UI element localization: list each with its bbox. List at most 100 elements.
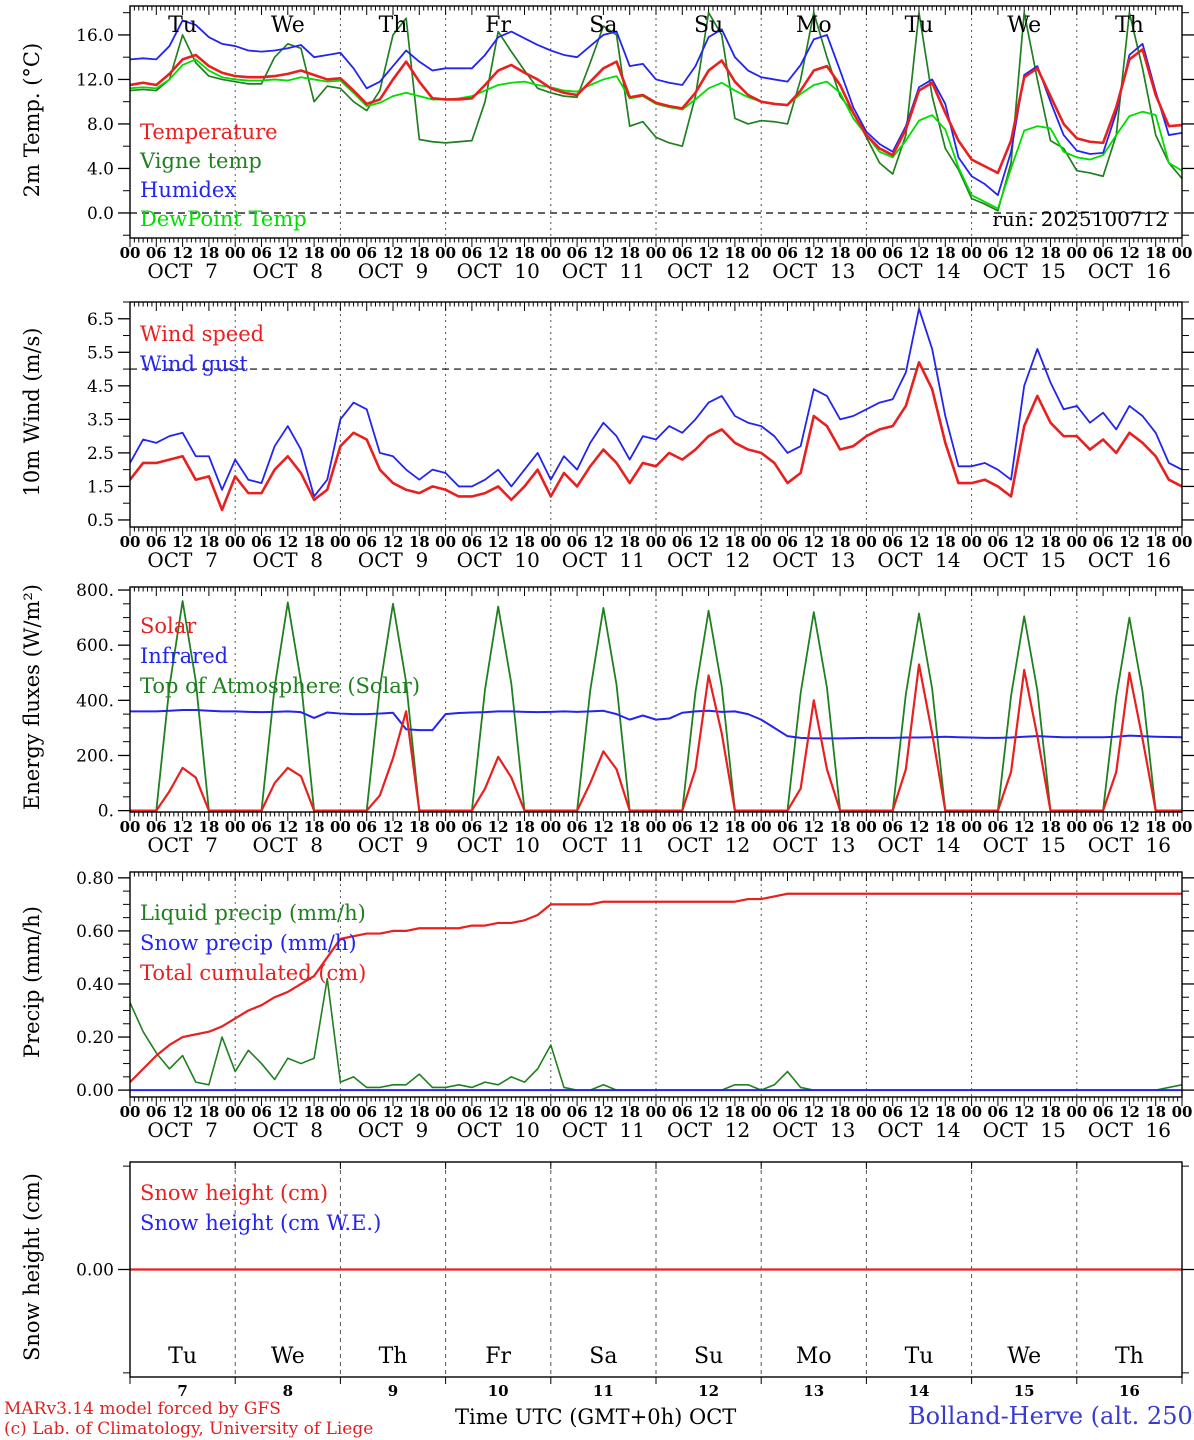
hour-tick-label: 00 — [1066, 244, 1087, 262]
time-axis-caption: Time UTC (GMT+0h) OCT — [455, 1405, 737, 1429]
hour-tick-label: 12 — [383, 244, 404, 262]
hour-tick-label: 06 — [567, 1103, 588, 1121]
day-name-label: Mo — [796, 13, 832, 38]
day-name-label: Th — [1115, 1344, 1144, 1369]
hour-tick-label: 06 — [777, 1103, 798, 1121]
hour-tick-label: 06 — [461, 533, 482, 551]
date-label: OCT 8 — [253, 1118, 323, 1142]
y-tick-label: 400. — [76, 691, 114, 711]
hour-tick-label: 06 — [461, 1103, 482, 1121]
hour-tick-label: 00 — [120, 244, 141, 262]
day-name-label: Su — [694, 1344, 723, 1369]
hour-tick-label: 12 — [488, 533, 509, 551]
hour-tick-label: 18 — [935, 1103, 956, 1121]
hour-tick-label: 12 — [1014, 244, 1035, 262]
day-name-label: We — [271, 13, 305, 38]
model-run-label: run: 2025100712 — [992, 207, 1168, 231]
day-name-label: Fr — [485, 13, 511, 38]
hour-tick-label: 12 — [698, 818, 719, 836]
y-tick-label: 0. — [98, 802, 114, 822]
y-tick-label: 0.5 — [87, 511, 114, 531]
date-label: OCT 12 — [667, 259, 750, 283]
date-label: OCT 12 — [667, 1118, 750, 1142]
station-name-label: Bolland-Herve (alt. 250m) — [908, 1402, 1194, 1430]
y-tick-label: 4.0 — [87, 159, 114, 179]
hour-tick-label: 18 — [935, 533, 956, 551]
hour-tick-label: 18 — [198, 533, 219, 551]
y-axis-label-snow: Snow height (cm) — [20, 1173, 44, 1362]
date-label: OCT 15 — [983, 259, 1066, 283]
hour-tick-label: 12 — [1014, 533, 1035, 551]
hour-tick-label: 12 — [277, 533, 298, 551]
hour-tick-label: 06 — [251, 1103, 272, 1121]
hour-tick-label: 00 — [646, 244, 667, 262]
y-tick-label: 200. — [76, 746, 114, 766]
hour-tick-label: 00 — [646, 818, 667, 836]
hour-tick-label: 06 — [777, 244, 798, 262]
hour-tick-label: 18 — [1145, 1103, 1166, 1121]
y-tick-label: 800. — [76, 581, 114, 601]
hour-tick-label: 12 — [1014, 1103, 1035, 1121]
day-name-label: Sa — [589, 1344, 617, 1369]
hour-tick-label: 12 — [172, 1103, 193, 1121]
date-label: OCT 14 — [877, 1118, 960, 1142]
date-label: OCT 13 — [772, 548, 855, 572]
hour-tick-label: 18 — [514, 1103, 535, 1121]
date-label: OCT 13 — [772, 1118, 855, 1142]
panel-border — [129, 871, 1183, 1098]
hour-tick-label: 12 — [593, 818, 614, 836]
legend-snow-height: Snow height (cm) — [140, 1181, 329, 1205]
hour-tick-label: 06 — [251, 533, 272, 551]
hour-tick-label: 00 — [540, 533, 561, 551]
legend-snow-precip: Snow precip (mm/h) — [140, 931, 357, 955]
hour-tick-label: 06 — [987, 533, 1008, 551]
y-axis-label-energy: Energy fluxes (W/m²) — [20, 584, 44, 810]
hour-tick-label: 18 — [409, 818, 430, 836]
day-name-label: Mo — [796, 1344, 832, 1369]
hour-tick-label: 06 — [567, 533, 588, 551]
hour-tick-label: 06 — [777, 818, 798, 836]
hour-tick-label: 12 — [593, 533, 614, 551]
hour-tick-label: 18 — [304, 244, 325, 262]
legend-temperature: Temperature — [140, 120, 278, 144]
hour-tick-label: 18 — [1145, 533, 1166, 551]
hour-tick-label: 00 — [330, 533, 351, 551]
y-tick-label: 0.40 — [76, 975, 114, 995]
hour-tick-label: 18 — [304, 533, 325, 551]
panel-precipitation — [118, 871, 1194, 1106]
y-tick-label: 1.5 — [87, 477, 114, 497]
hour-tick-label: 00 — [751, 1103, 772, 1121]
date-label: OCT 7 — [147, 548, 217, 572]
hour-tick-label: 00 — [225, 1103, 246, 1121]
series-wind-speed — [130, 361, 1182, 512]
hour-tick-label: 12 — [488, 818, 509, 836]
date-label: OCT 15 — [983, 1118, 1066, 1142]
date-label: OCT 11 — [562, 833, 645, 857]
hour-tick-label: 00 — [961, 818, 982, 836]
panel-2m-temperature — [118, 5, 1194, 247]
panel-border — [129, 586, 1183, 813]
date-label: OCT 16 — [1088, 1118, 1171, 1142]
hour-tick-label: 18 — [619, 533, 640, 551]
hour-tick-label: 18 — [830, 244, 851, 262]
hour-tick-label: 00 — [435, 818, 456, 836]
hour-tick-label: 00 — [856, 244, 877, 262]
model-credit-line1: MARv3.14 model forced by GFS — [4, 1399, 281, 1419]
hour-tick-label: 06 — [251, 818, 272, 836]
hour-tick-label: 12 — [1119, 244, 1140, 262]
day-number-label: 8 — [283, 1382, 293, 1400]
hour-tick-label: 18 — [1145, 818, 1166, 836]
hour-tick-label: 12 — [277, 818, 298, 836]
legend-dewpoint-temp: DewPoint Temp — [140, 207, 307, 231]
legend-snow-height-we: Snow height (cm W.E.) — [140, 1211, 382, 1235]
hour-tick-label: 12 — [698, 244, 719, 262]
hour-tick-label: 00 — [1066, 818, 1087, 836]
hour-tick-label: 00 — [1172, 1103, 1193, 1121]
hour-tick-label: 00 — [120, 818, 141, 836]
hour-tick-label: 06 — [987, 818, 1008, 836]
legend-total-cumulated: Total cumulated (cm) — [140, 961, 367, 985]
hour-tick-label: 12 — [909, 244, 930, 262]
hour-tick-label: 00 — [225, 244, 246, 262]
hour-tick-label: 06 — [356, 1103, 377, 1121]
date-label: OCT 9 — [358, 833, 428, 857]
